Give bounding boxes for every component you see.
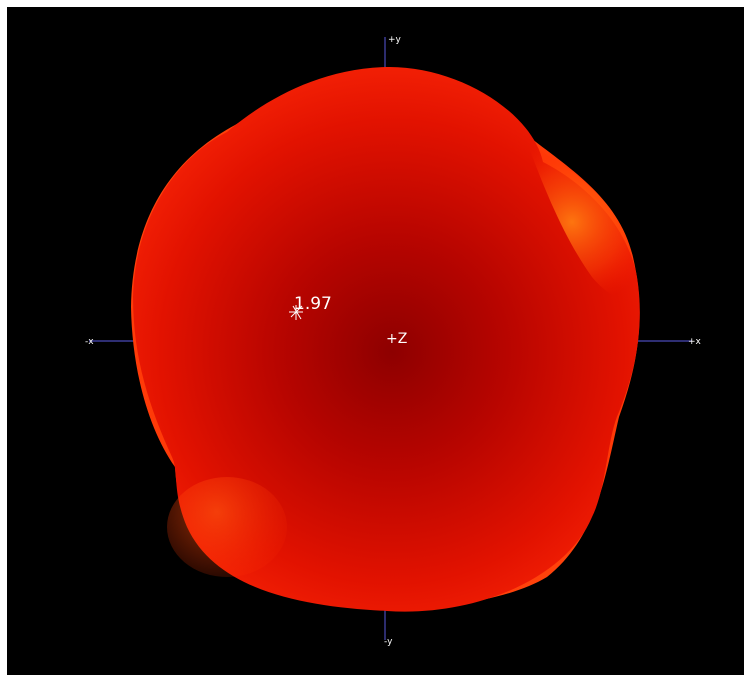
surface-plot[interactable]: +y -y +x -x +Z 1.97 bbox=[7, 7, 744, 675]
axis-label-pos-y: +y bbox=[388, 35, 402, 45]
axis-label-neg-x: -x bbox=[85, 337, 94, 347]
surface-body[interactable] bbox=[133, 66, 640, 612]
surface-orange-highlight bbox=[527, 142, 635, 298]
axis-label-pos-x: +x bbox=[688, 337, 702, 347]
surface-lower-highlight bbox=[167, 477, 287, 577]
probe-value-label: 1.97 bbox=[294, 294, 332, 314]
axis-label-neg-y: -y bbox=[384, 637, 393, 647]
axis-label-pos-z: +Z bbox=[386, 331, 407, 347]
probe-marker-icon[interactable] bbox=[289, 305, 303, 320]
3d-viewport[interactable]: +y -y +x -x +Z 1.97 bbox=[7, 7, 744, 675]
